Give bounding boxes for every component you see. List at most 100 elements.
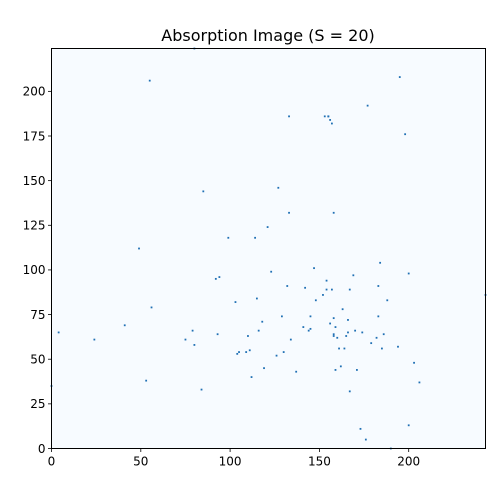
data-point — [404, 133, 406, 135]
data-point — [238, 351, 240, 353]
y-tick-label: 200 — [23, 85, 46, 99]
data-point — [322, 294, 324, 296]
data-point — [347, 319, 349, 321]
data-point — [236, 353, 238, 355]
data-point — [247, 335, 249, 337]
data-point — [185, 339, 187, 341]
data-point — [227, 237, 229, 239]
data-point — [349, 289, 351, 291]
data-point — [288, 115, 290, 117]
data-point — [93, 339, 95, 341]
data-point — [258, 330, 260, 332]
data-point — [281, 315, 283, 317]
data-point — [149, 80, 151, 82]
data-point — [399, 76, 401, 78]
data-point — [124, 324, 126, 326]
data-point — [365, 439, 367, 441]
data-point — [381, 348, 383, 350]
data-point — [326, 289, 328, 291]
data-point — [331, 123, 333, 125]
data-point — [329, 323, 331, 325]
data-point — [263, 367, 265, 369]
data-point — [383, 333, 385, 335]
x-tick-label: 50 — [133, 455, 148, 469]
data-point — [251, 376, 253, 378]
data-point — [151, 307, 153, 309]
data-point — [310, 315, 312, 317]
data-point — [58, 332, 60, 334]
data-point — [324, 115, 326, 117]
data-point — [313, 267, 315, 269]
data-point — [342, 308, 344, 310]
data-point — [290, 339, 292, 341]
data-point — [326, 280, 328, 282]
x-tick-label: 100 — [219, 455, 242, 469]
y-tick-label: 175 — [23, 129, 46, 143]
data-point — [138, 248, 140, 250]
data-point — [345, 335, 347, 337]
data-point — [347, 332, 349, 334]
data-point — [377, 315, 379, 317]
data-point — [202, 190, 204, 192]
data-point — [277, 187, 279, 189]
data-point — [288, 212, 290, 214]
data-point — [333, 212, 335, 214]
data-point — [254, 237, 256, 239]
data-point — [267, 226, 269, 228]
data-point — [333, 333, 335, 335]
data-point — [333, 335, 335, 337]
data-point — [419, 382, 421, 384]
data-point — [354, 330, 356, 332]
data-point — [408, 273, 410, 275]
data-point — [352, 274, 354, 276]
data-point — [386, 299, 388, 301]
data-point — [302, 326, 304, 328]
y-tick-label: 75 — [30, 308, 45, 322]
x-tick-label: 200 — [397, 455, 420, 469]
data-point — [261, 321, 263, 323]
data-point — [315, 299, 317, 301]
data-point — [377, 285, 379, 287]
data-point — [335, 326, 337, 328]
x-tick-label: 150 — [308, 455, 331, 469]
data-point — [286, 285, 288, 287]
data-point — [340, 365, 342, 367]
data-point — [192, 330, 194, 332]
data-point — [370, 342, 372, 344]
data-point — [333, 317, 335, 319]
chart-title: Absorption Image (S = 20) — [161, 26, 374, 45]
data-point — [329, 119, 331, 121]
data-point — [336, 337, 338, 339]
y-tick-label: 125 — [23, 219, 46, 233]
data-point — [356, 369, 358, 371]
data-point — [304, 287, 306, 289]
data-point — [344, 348, 346, 350]
data-point — [308, 330, 310, 332]
data-point — [327, 115, 329, 117]
data-point — [283, 351, 285, 353]
y-tick-label: 25 — [30, 397, 45, 411]
data-point — [249, 349, 251, 351]
data-point — [367, 105, 369, 107]
data-point — [413, 362, 415, 364]
data-point — [235, 301, 237, 303]
y-tick-label: 100 — [23, 263, 46, 277]
data-point — [349, 390, 351, 392]
data-point — [215, 278, 217, 280]
data-point — [361, 332, 363, 334]
x-tick-label: 0 — [48, 455, 56, 469]
data-point — [217, 333, 219, 335]
data-point — [270, 271, 272, 273]
plot-area — [52, 49, 486, 449]
data-point — [331, 289, 333, 291]
data-point — [360, 428, 362, 430]
y-tick-label: 50 — [30, 353, 45, 367]
data-point — [376, 337, 378, 339]
data-point — [218, 276, 220, 278]
data-point — [245, 351, 247, 353]
y-tick-label: 150 — [23, 174, 46, 188]
data-point — [295, 371, 297, 373]
data-point — [256, 298, 258, 300]
data-point — [408, 424, 410, 426]
